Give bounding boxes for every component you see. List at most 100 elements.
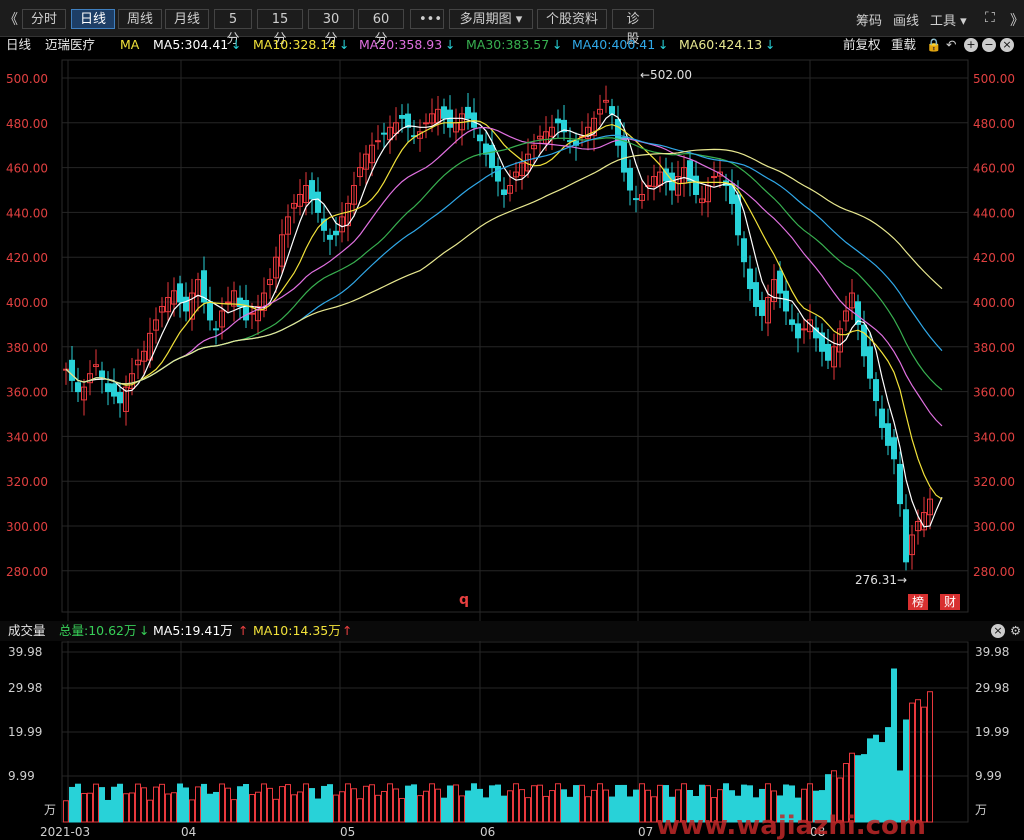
candle-body [813, 327, 819, 339]
volume-bar [603, 789, 609, 823]
candle-body [537, 135, 543, 140]
ma5-value: MA5:304.41 [153, 37, 229, 52]
volume-bar [207, 793, 213, 823]
volume-close-icon[interactable]: × [991, 624, 1005, 638]
price-tick-label-left: 300.00 [6, 520, 48, 534]
candle-body [843, 310, 849, 322]
candle-body [861, 324, 867, 357]
price-tick-label-left: 480.00 [6, 117, 48, 131]
volume-bar [249, 794, 255, 823]
zoom-in-icon[interactable]: + [964, 38, 978, 52]
candle-body [597, 108, 603, 115]
volume-bar [837, 777, 843, 823]
candle-body [285, 216, 291, 235]
candle-body [231, 290, 237, 307]
candle-body [903, 509, 909, 563]
candle-body [381, 132, 387, 135]
volume-bar [117, 783, 123, 823]
volume-bar [423, 790, 429, 823]
candle-body [141, 350, 147, 362]
volume-bar [297, 791, 303, 823]
volume-bar [645, 789, 651, 823]
volume-tick-label-right: 万 [975, 803, 987, 817]
finance-tag[interactable]: 财 [940, 594, 960, 610]
candle-body [213, 328, 219, 331]
tab-4[interactable]: 5分 [214, 9, 252, 47]
candle-body [291, 202, 297, 209]
volume-bar [81, 792, 87, 823]
tools-menu[interactable]: 工具 ▾ [930, 14, 967, 29]
volume-bar [357, 798, 363, 823]
draw-line-button[interactable]: 画线 [893, 14, 920, 29]
ma20-value: MA20:358.93 [359, 37, 443, 52]
price-tick-label-left: 320.00 [6, 475, 48, 489]
reload-button[interactable]: 重载 [891, 37, 917, 52]
fullscreen-icon[interactable]: ⛶ [985, 10, 995, 26]
volume-bar [267, 787, 273, 823]
volume-bar [759, 788, 765, 823]
candle-body [867, 346, 873, 379]
adjust-mode-button[interactable]: 前复权 [843, 37, 881, 52]
volume-bar [69, 786, 75, 823]
volume-bar [735, 795, 741, 823]
candle-body [855, 301, 861, 325]
undo-icon[interactable]: ↶ [946, 37, 957, 52]
high-price-annotation: ←502.00 [640, 68, 692, 82]
volume-bar [879, 742, 885, 823]
ma30-line [65, 137, 943, 391]
candle-body [639, 193, 645, 201]
tab-1[interactable]: 日线 [71, 9, 115, 29]
ma-indicator-label[interactable]: MA [120, 37, 140, 52]
back-icon[interactable]: 《 [4, 12, 18, 28]
candle-body [633, 198, 639, 201]
candle-body [831, 346, 837, 368]
price-tick-label-right: 380.00 [973, 341, 1015, 355]
candle-body [603, 99, 609, 103]
tab-11[interactable]: 诊股 [612, 9, 654, 47]
candle-body [783, 290, 789, 312]
tab-10[interactable]: 个股资料 [537, 9, 607, 29]
tab-9[interactable]: 多周期图 ▾ [449, 9, 533, 29]
tab-3[interactable]: 月线 [165, 9, 209, 29]
volume-bar [687, 789, 693, 823]
volume-bar [699, 784, 705, 823]
volume-settings-icon[interactable]: ⚙ [1010, 623, 1022, 638]
tab-6[interactable]: 30分 [308, 9, 354, 47]
volume-bar [429, 783, 435, 823]
ranking-tag[interactable]: 榜 [908, 594, 928, 610]
lock-icon[interactable]: 🔒 [926, 37, 942, 52]
volume-tick-label-right: 39.98 [975, 645, 1009, 659]
kline-chart[interactable]: 500.00 500.00 480.00 480.00 460.00 460.00 440.… [0, 54, 1024, 840]
volume-bar [855, 755, 861, 823]
volume-bar [345, 783, 351, 823]
volume-bar [417, 795, 423, 823]
volume-bar [339, 791, 345, 823]
forward-icon[interactable]: 》 [1010, 13, 1024, 29]
ma30-value: MA30:383.57 [466, 37, 550, 52]
candle-body [675, 176, 681, 196]
volume-bar [675, 789, 681, 823]
volume-total: 总量:10.62万 [59, 623, 137, 638]
volume-bar [501, 795, 507, 823]
volume-bar [825, 774, 831, 823]
volume-bar [783, 784, 789, 823]
tab-0[interactable]: 分时 [22, 9, 66, 29]
tab-2[interactable]: 周线 [118, 9, 162, 29]
candle-body [495, 166, 501, 182]
volume-bar [567, 796, 573, 823]
zoom-out-icon[interactable]: − [982, 38, 996, 52]
volume-bar [93, 783, 99, 823]
tab-8[interactable]: ••• [410, 9, 444, 29]
volume-bar [525, 797, 531, 823]
price-tick-label-right: 480.00 [973, 117, 1015, 131]
close-icon[interactable]: × [1000, 38, 1014, 52]
chips-button[interactable]: 筹码 [856, 14, 883, 29]
x-axis-label: 2021-03 [40, 825, 90, 839]
tab-7[interactable]: 60分 [358, 9, 404, 47]
volume-bar [903, 719, 909, 823]
candle-body [717, 171, 723, 177]
volume-bar [621, 784, 627, 823]
candle-body [69, 359, 75, 381]
tab-5[interactable]: 15分 [257, 9, 303, 47]
price-tick-label-left: 360.00 [6, 386, 48, 400]
